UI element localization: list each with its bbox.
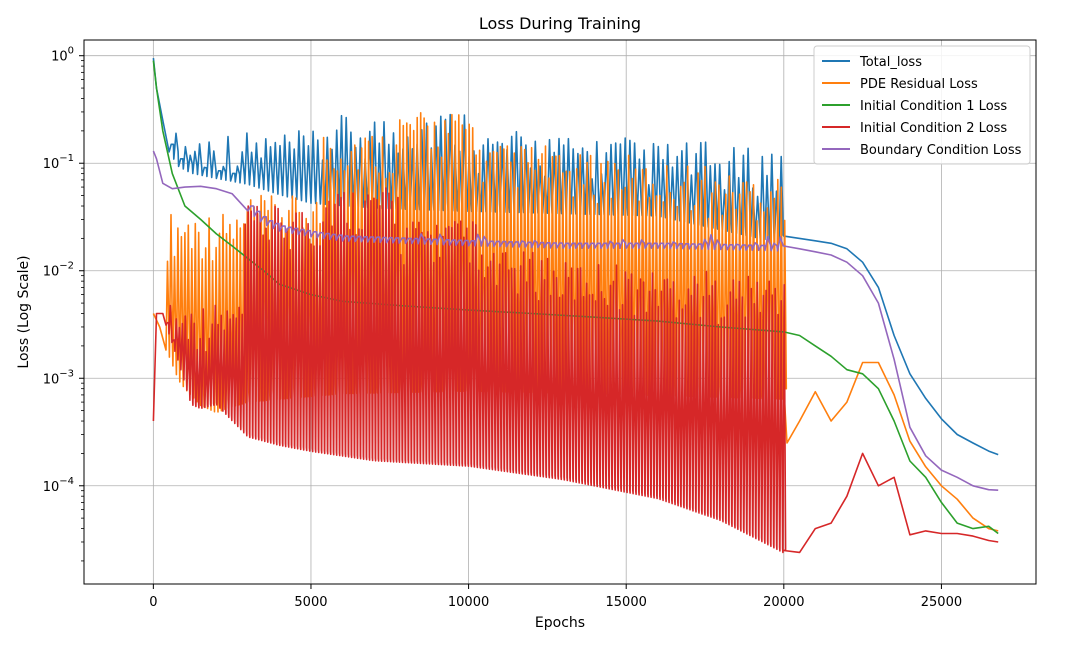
y-tick-exponent: −2 <box>59 261 74 272</box>
legend-label: Initial Condition 2 Loss <box>860 121 1007 136</box>
series-group <box>152 58 999 554</box>
y-tick-base: 10 <box>43 480 60 495</box>
y-axis-label: Loss (Log Scale) <box>16 255 32 368</box>
y-tick-exponent: −1 <box>59 153 74 164</box>
y-tick-label: 10−2 <box>43 261 74 280</box>
legend-label: PDE Residual Loss <box>860 77 978 92</box>
y-tick-label: 100 <box>51 46 74 65</box>
x-tick-label: 5000 <box>294 595 327 610</box>
x-tick-label: 25000 <box>921 595 962 610</box>
y-tick-base: 10 <box>43 157 60 172</box>
x-tick-label: 0 <box>149 595 157 610</box>
y-tick-base: 10 <box>43 265 60 280</box>
series-line-initial-condition-2-loss <box>152 187 999 554</box>
series-line-boundary-condition-loss <box>152 150 999 491</box>
chart-title: Loss During Training <box>479 14 641 33</box>
y-tick-label: 10−3 <box>43 368 74 387</box>
x-tick-label: 10000 <box>448 595 489 610</box>
y-tick-label: 10−1 <box>43 153 74 172</box>
y-tick-exponent: −4 <box>59 476 74 487</box>
legend: Total_loss PDE Residual Loss Initial Condi… <box>813 45 1031 165</box>
legend-box <box>813 45 1031 165</box>
y-tick-exponent: 0 <box>68 46 74 57</box>
legend-label: Initial Condition 1 Loss <box>860 99 1007 114</box>
y-tick-label: 10−4 <box>43 476 74 495</box>
plot-frame <box>83 39 1037 585</box>
x-axis-ticks: 0 5000 10000 15000 20000 25000 <box>149 584 962 610</box>
legend-label: Boundary Condition Loss <box>860 143 1022 158</box>
x-tick-label: 15000 <box>606 595 647 610</box>
legend-label: Total_loss <box>859 55 922 70</box>
y-tick-base: 10 <box>51 50 68 65</box>
x-axis-label: Epochs <box>535 615 585 631</box>
y-tick-base: 10 <box>43 372 60 387</box>
y-tick-exponent: −3 <box>59 368 74 379</box>
x-tick-label: 20000 <box>763 595 804 610</box>
